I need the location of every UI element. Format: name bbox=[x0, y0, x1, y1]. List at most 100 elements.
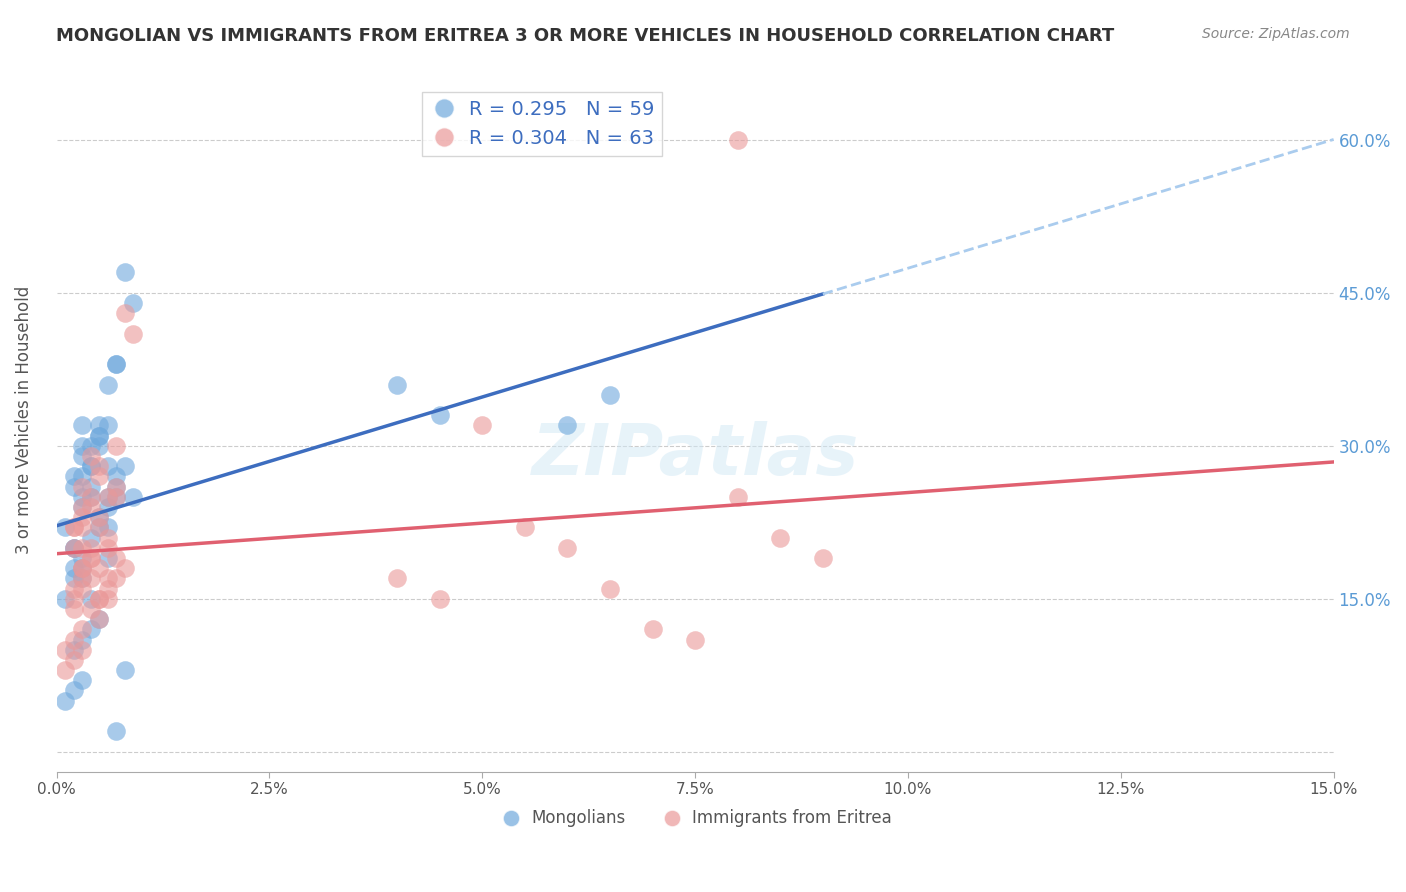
Point bbox=[97, 591, 120, 606]
Point bbox=[599, 582, 621, 596]
Point bbox=[62, 520, 84, 534]
Point bbox=[114, 459, 136, 474]
Point bbox=[70, 541, 93, 555]
Point bbox=[79, 550, 101, 565]
Point bbox=[70, 571, 93, 585]
Point bbox=[429, 408, 451, 422]
Point bbox=[557, 418, 579, 433]
Point bbox=[53, 520, 76, 534]
Point bbox=[79, 459, 101, 474]
Point bbox=[513, 520, 536, 534]
Point bbox=[70, 582, 93, 596]
Point bbox=[97, 582, 120, 596]
Point bbox=[53, 663, 76, 677]
Point bbox=[105, 550, 128, 565]
Point bbox=[89, 520, 111, 534]
Point bbox=[89, 428, 111, 442]
Point bbox=[79, 541, 101, 555]
Point bbox=[89, 510, 111, 524]
Point bbox=[89, 591, 111, 606]
Text: ZIPatlas: ZIPatlas bbox=[531, 421, 859, 490]
Point bbox=[62, 582, 84, 596]
Point bbox=[79, 490, 101, 504]
Point bbox=[97, 500, 120, 514]
Point bbox=[79, 479, 101, 493]
Point bbox=[114, 306, 136, 320]
Point bbox=[89, 428, 111, 442]
Point bbox=[79, 531, 101, 545]
Point bbox=[79, 622, 101, 636]
Point bbox=[70, 561, 93, 575]
Point bbox=[53, 694, 76, 708]
Point bbox=[114, 663, 136, 677]
Point bbox=[89, 561, 111, 575]
Point bbox=[122, 296, 145, 310]
Point bbox=[97, 459, 120, 474]
Point bbox=[122, 490, 145, 504]
Point bbox=[53, 591, 76, 606]
Point bbox=[105, 490, 128, 504]
Point bbox=[114, 265, 136, 279]
Point bbox=[683, 632, 706, 647]
Point bbox=[97, 541, 120, 555]
Point bbox=[70, 500, 93, 514]
Point bbox=[769, 531, 792, 545]
Point bbox=[97, 520, 120, 534]
Point bbox=[70, 449, 93, 463]
Point bbox=[97, 531, 120, 545]
Point bbox=[105, 571, 128, 585]
Point bbox=[62, 591, 84, 606]
Point bbox=[62, 541, 84, 555]
Point bbox=[727, 490, 749, 504]
Point bbox=[70, 571, 93, 585]
Point bbox=[79, 571, 101, 585]
Point bbox=[105, 357, 128, 371]
Point bbox=[70, 622, 93, 636]
Point bbox=[105, 439, 128, 453]
Point bbox=[97, 571, 120, 585]
Point bbox=[641, 622, 664, 636]
Point bbox=[79, 490, 101, 504]
Point bbox=[471, 418, 494, 433]
Point bbox=[62, 561, 84, 575]
Text: MONGOLIAN VS IMMIGRANTS FROM ERITREA 3 OR MORE VEHICLES IN HOUSEHOLD CORRELATION: MONGOLIAN VS IMMIGRANTS FROM ERITREA 3 O… bbox=[56, 27, 1115, 45]
Point bbox=[70, 550, 93, 565]
Point bbox=[105, 479, 128, 493]
Point bbox=[70, 510, 93, 524]
Point bbox=[105, 357, 128, 371]
Point bbox=[62, 469, 84, 483]
Point bbox=[105, 479, 128, 493]
Point bbox=[70, 418, 93, 433]
Point bbox=[79, 591, 101, 606]
Point bbox=[89, 439, 111, 453]
Point bbox=[557, 541, 579, 555]
Point bbox=[97, 377, 120, 392]
Point bbox=[62, 683, 84, 698]
Point bbox=[89, 612, 111, 626]
Y-axis label: 3 or more Vehicles in Household: 3 or more Vehicles in Household bbox=[15, 286, 32, 555]
Point bbox=[122, 326, 145, 341]
Point bbox=[105, 724, 128, 739]
Point bbox=[62, 602, 84, 616]
Point bbox=[89, 469, 111, 483]
Point bbox=[70, 439, 93, 453]
Point bbox=[89, 520, 111, 534]
Point bbox=[105, 469, 128, 483]
Point bbox=[89, 612, 111, 626]
Text: Source: ZipAtlas.com: Source: ZipAtlas.com bbox=[1202, 27, 1350, 41]
Point bbox=[62, 541, 84, 555]
Point bbox=[429, 591, 451, 606]
Point bbox=[79, 500, 101, 514]
Point bbox=[89, 418, 111, 433]
Point bbox=[97, 490, 120, 504]
Point bbox=[79, 449, 101, 463]
Point bbox=[62, 571, 84, 585]
Point bbox=[70, 642, 93, 657]
Legend: Mongolians, Immigrants from Eritrea: Mongolians, Immigrants from Eritrea bbox=[492, 803, 898, 834]
Point bbox=[70, 561, 93, 575]
Point bbox=[385, 571, 408, 585]
Point bbox=[70, 500, 93, 514]
Point bbox=[70, 561, 93, 575]
Point bbox=[79, 602, 101, 616]
Point bbox=[62, 520, 84, 534]
